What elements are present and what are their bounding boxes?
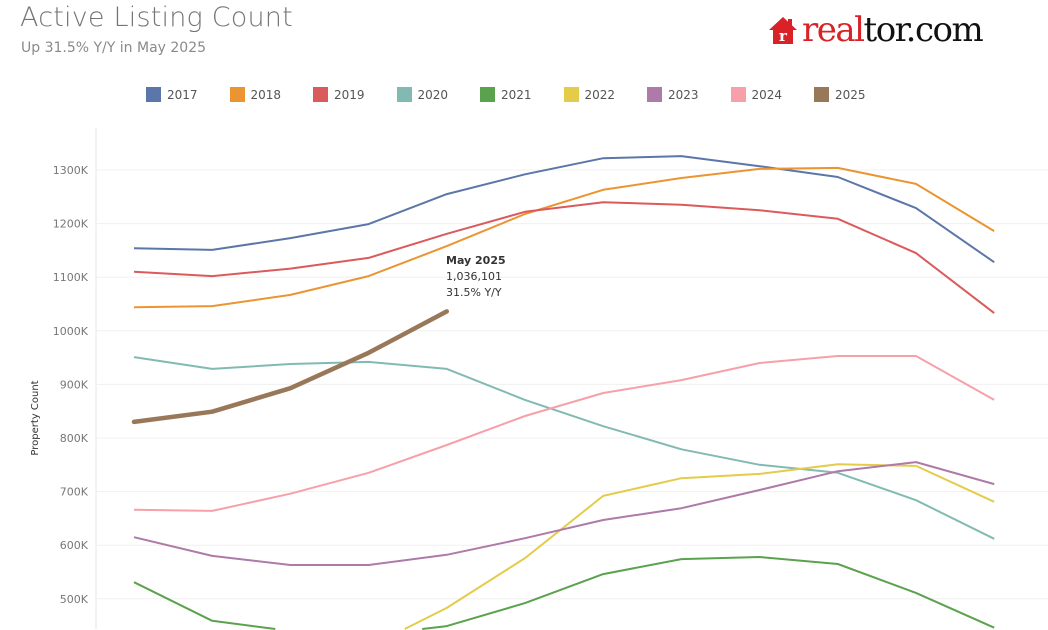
legend-item-2018[interactable]: 2018 bbox=[229, 87, 314, 102]
legend-label: 2022 bbox=[584, 87, 616, 102]
logo-text-red: real bbox=[802, 10, 865, 50]
y-tick-label: 1200K bbox=[53, 218, 89, 231]
legend-swatch bbox=[730, 87, 746, 102]
y-tick-label: 1100K bbox=[53, 271, 89, 284]
chart-subtitle: Up 31.5% Y/Y in May 2025 bbox=[21, 40, 207, 56]
legend-item-2020[interactable]: 2020 bbox=[396, 87, 481, 102]
series-line-2019[interactable] bbox=[133, 201, 995, 314]
legend-label: 2024 bbox=[751, 87, 783, 102]
legend-label: 2023 bbox=[668, 87, 699, 102]
y-tick-label: 1300K bbox=[53, 164, 89, 177]
series-line-2024[interactable] bbox=[133, 355, 995, 512]
legend-item-2023[interactable]: 2023 bbox=[647, 87, 731, 102]
legend-swatch bbox=[480, 87, 495, 102]
legend-item-2019[interactable]: 2019 bbox=[313, 87, 397, 102]
legend-label: 2025 bbox=[835, 87, 866, 102]
legend-swatch bbox=[814, 87, 829, 102]
legend-item-2025[interactable]: 2025 bbox=[814, 87, 898, 102]
series-line-2018[interactable] bbox=[133, 166, 995, 309]
y-tick-label: 900K bbox=[60, 378, 89, 391]
legend-label: 2021 bbox=[501, 87, 532, 102]
y-tick-label: 600K bbox=[60, 539, 89, 552]
annotation-change: 31.5% Y/Y bbox=[446, 286, 502, 299]
series-line-2021[interactable] bbox=[133, 581, 276, 630]
legend-swatch bbox=[396, 87, 412, 102]
y-axis-label: Property Count bbox=[30, 380, 41, 455]
legend-label: 2020 bbox=[417, 87, 449, 102]
legend-label: 2019 bbox=[334, 87, 365, 102]
legend: 2017 2018 2019 2020 2021 2022 2023 2024 2025 bbox=[146, 87, 898, 102]
series-line-2022[interactable] bbox=[404, 463, 995, 630]
legend-label: 2018 bbox=[250, 87, 282, 102]
annotation-value: 1,036,101 bbox=[446, 270, 502, 283]
series-line-2020[interactable] bbox=[133, 356, 995, 540]
svg-text:r: r bbox=[779, 27, 788, 45]
realtor-logo: r real tor.com bbox=[768, 10, 984, 50]
series-line-2023[interactable] bbox=[133, 461, 995, 566]
house-icon: r bbox=[769, 17, 797, 45]
legend-swatch bbox=[313, 87, 328, 102]
y-tick-label: 500K bbox=[60, 593, 89, 606]
legend-label: 2017 bbox=[167, 87, 198, 102]
legend-item-2022[interactable]: 2022 bbox=[563, 87, 648, 102]
legend-swatch bbox=[647, 87, 662, 102]
series-line-2025[interactable] bbox=[131, 309, 450, 425]
legend-swatch bbox=[146, 87, 161, 102]
legend-swatch bbox=[563, 87, 579, 102]
series-line-2017[interactable] bbox=[133, 155, 995, 264]
annotation-label: May 2025 bbox=[446, 254, 506, 267]
y-tick-label: 800K bbox=[60, 432, 89, 445]
legend-item-2024[interactable]: 2024 bbox=[730, 87, 815, 102]
legend-item-2021[interactable]: 2021 bbox=[480, 87, 564, 102]
y-tick-label: 700K bbox=[60, 486, 89, 499]
logo-text-black: tor.com bbox=[863, 10, 984, 50]
legend-item-2017[interactable]: 2017 bbox=[146, 87, 230, 102]
series-line-2021[interactable] bbox=[422, 556, 995, 630]
y-tick-label: 1000K bbox=[53, 325, 89, 338]
chart-title: Active Listing Count bbox=[20, 2, 293, 33]
legend-swatch bbox=[229, 87, 245, 102]
